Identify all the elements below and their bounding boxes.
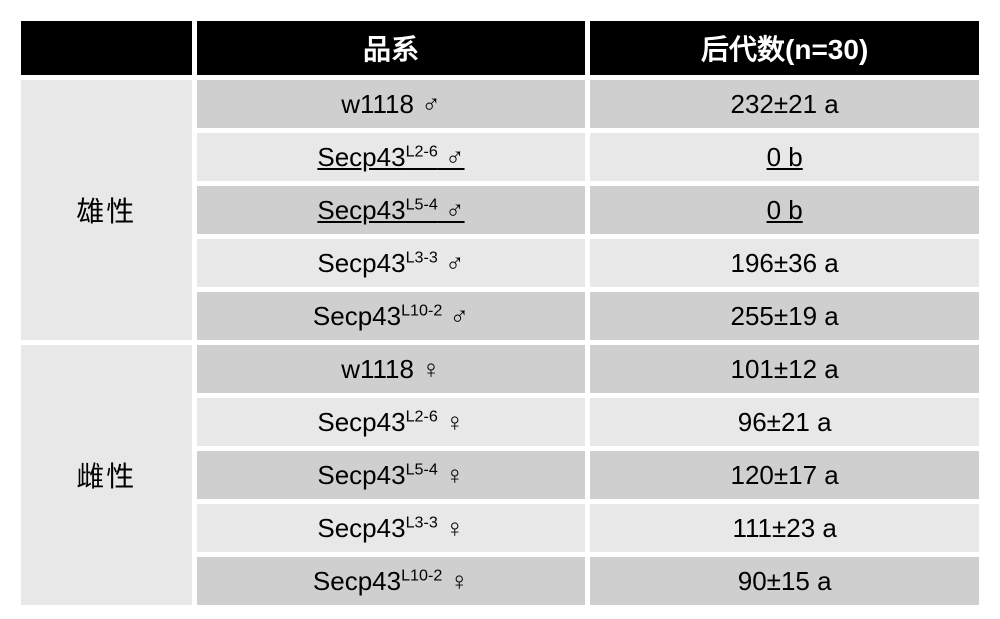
strain-cell: Secp43L3-3 ♂ — [197, 239, 586, 287]
group-label: 雄性 — [21, 80, 192, 340]
header-blank — [21, 21, 192, 75]
offspring-table: 品系 后代数(n=30) 雄性w1118 ♂232±21 aSecp43L2-6… — [16, 16, 984, 610]
header-strain: 品系 — [197, 21, 586, 75]
strain-cell: Secp43L10-2 ♀ — [197, 557, 586, 605]
offspring-cell: 90±15 a — [590, 557, 979, 605]
strain-cell: Secp43L3-3 ♀ — [197, 504, 586, 552]
table-header-row: 品系 后代数(n=30) — [21, 21, 979, 75]
header-offspring: 后代数(n=30) — [590, 21, 979, 75]
group-label: 雌性 — [21, 345, 192, 605]
strain-cell: Secp43L5-4 ♂ — [197, 186, 586, 234]
offspring-cell: 96±21 a — [590, 398, 979, 446]
offspring-cell: 255±19 a — [590, 292, 979, 340]
strain-cell: Secp43L5-4 ♀ — [197, 451, 586, 499]
strain-cell: Secp43L10-2 ♂ — [197, 292, 586, 340]
table-row: 雌性w1118 ♀101±12 a — [21, 345, 979, 393]
offspring-cell: 0 b — [590, 133, 979, 181]
offspring-cell: 232±21 a — [590, 80, 979, 128]
offspring-cell: 0 b — [590, 186, 979, 234]
offspring-cell: 196±36 a — [590, 239, 979, 287]
strain-cell: w1118 ♂ — [197, 80, 586, 128]
strain-cell: Secp43L2-6 ♀ — [197, 398, 586, 446]
offspring-cell: 101±12 a — [590, 345, 979, 393]
strain-cell: w1118 ♀ — [197, 345, 586, 393]
table-row: 雄性w1118 ♂232±21 a — [21, 80, 979, 128]
offspring-cell: 111±23 a — [590, 504, 979, 552]
offspring-cell: 120±17 a — [590, 451, 979, 499]
strain-cell: Secp43L2-6 ♂ — [197, 133, 586, 181]
